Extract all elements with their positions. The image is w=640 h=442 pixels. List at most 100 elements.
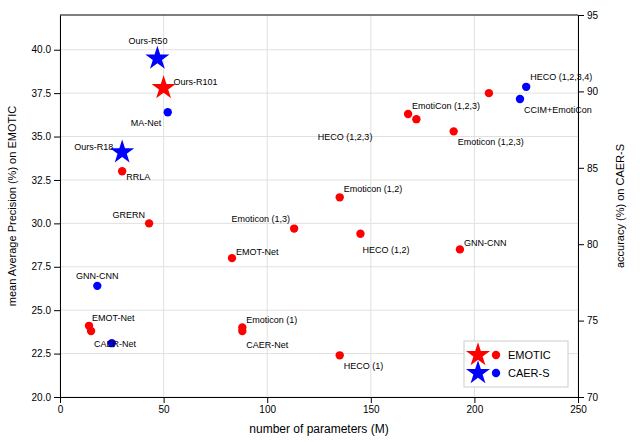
tick-mark — [578, 244, 584, 245]
point-label: GNN-CNN — [464, 238, 507, 248]
tick: 25.0 — [32, 305, 60, 316]
point — [164, 108, 172, 116]
plot-area: 0 50 100 150 200 250 20.0 22.5 25.0 27.5 30.0 32.5 3… — [6, 10, 626, 436]
point-label: EmotiCon (1,2,3) — [412, 101, 480, 111]
plot-frame — [60, 15, 578, 16]
tick-mark — [54, 267, 60, 268]
y-axis: 20.022.525.027.530.032.535.037.540.0 — [32, 16, 61, 403]
point — [356, 230, 364, 238]
point — [145, 46, 169, 69]
grid-line — [60, 310, 578, 311]
point-label: HECO (1,2,3,4) — [530, 72, 592, 82]
point-labels: EMOT-NetCAER-NetRRLAGRERNOurs-R101EMOT-N… — [74, 36, 592, 371]
point-label: Ours-R18 — [74, 142, 113, 152]
tick: 80 — [578, 239, 599, 250]
tick: 32.5 — [32, 175, 60, 186]
tick: 250 — [570, 397, 587, 415]
tick: 40.0 — [32, 44, 60, 55]
tick-mark — [54, 223, 60, 224]
tick: 150 — [363, 397, 380, 415]
grid-line — [60, 266, 578, 267]
tick: 35.0 — [32, 131, 60, 142]
tick-label: 50 — [159, 404, 171, 415]
legend-label: EMOTIC — [508, 349, 551, 361]
y-axis-line — [60, 16, 61, 398]
tick-mark — [578, 91, 584, 92]
tick-label: 80 — [587, 239, 599, 250]
point — [290, 224, 298, 232]
tick: 85 — [578, 163, 599, 174]
point-label: MA-Net — [131, 118, 162, 128]
point-label: CAER-Net — [246, 340, 289, 350]
legend-box — [464, 341, 568, 387]
x-axis-line — [61, 397, 579, 398]
grid-line — [60, 15, 61, 397]
tick-mark — [164, 397, 165, 403]
grid-line — [60, 223, 578, 224]
grid-line — [60, 49, 578, 50]
point-label: Emoticon (1,2,3) — [458, 137, 524, 147]
legend-label: CAER-S — [508, 367, 550, 379]
point — [336, 351, 344, 359]
tick-label: 32.5 — [32, 175, 52, 186]
tick: 75 — [578, 315, 599, 326]
tick: 27.5 — [32, 261, 60, 272]
point — [110, 140, 134, 163]
tick-label: 20.0 — [32, 392, 52, 403]
point-label: HECO (1) — [344, 361, 384, 371]
x-axis: 0 50 100 150 200 250 — [58, 397, 588, 415]
point-label: CCIM+EmotiCon — [524, 105, 592, 115]
tick: 70 — [578, 392, 599, 403]
point-label: Emoticon (1,2) — [344, 184, 403, 194]
point — [522, 83, 530, 91]
tick-label: 90 — [587, 86, 599, 97]
legend-symbol — [492, 369, 500, 377]
point-label: Ours-R101 — [174, 77, 218, 87]
point-label: HECO (1,2) — [362, 245, 409, 255]
y2-axis: 70 75 80 85 90 95 — [578, 10, 599, 403]
legend-symbol — [466, 360, 490, 383]
tick: 22.5 — [32, 348, 60, 359]
tick-mark — [60, 397, 61, 403]
tick-mark — [371, 397, 372, 403]
tick-mark — [578, 168, 584, 169]
point-label: EMOT-Net — [236, 247, 279, 257]
tick-label: 200 — [467, 404, 484, 415]
tick-mark — [54, 180, 60, 181]
tick: 30.0 — [32, 218, 60, 229]
tick: 50 — [159, 397, 171, 415]
tick: 95 — [578, 10, 599, 21]
point — [456, 245, 464, 253]
tick-mark — [54, 137, 60, 138]
tick-label: 250 — [570, 404, 587, 415]
point — [238, 327, 246, 335]
point-label: Emoticon (1) — [246, 315, 297, 325]
point-label: CAER-Net — [94, 339, 137, 349]
point — [485, 89, 493, 97]
tick-label: 150 — [363, 404, 380, 415]
grid-line — [163, 15, 164, 397]
point — [145, 219, 153, 227]
point-label: EMOT-Net — [92, 313, 135, 323]
point — [228, 254, 236, 262]
grid-line — [60, 397, 578, 398]
point — [93, 282, 101, 290]
tick-mark — [54, 93, 60, 94]
point — [516, 95, 524, 103]
point — [336, 193, 344, 201]
x-axis-title: number of parameters (M) — [249, 422, 388, 436]
tick-label: 85 — [587, 163, 599, 174]
tick: 200 — [467, 397, 484, 415]
point — [449, 127, 457, 135]
point-label: GNN-CNN — [76, 271, 119, 281]
tick: 100 — [259, 397, 276, 415]
tick: 0 — [58, 397, 64, 415]
tick-mark — [54, 50, 60, 51]
tick-mark — [578, 397, 584, 398]
legend: EMOTIC CAER-S — [464, 341, 568, 387]
tick-mark — [578, 321, 584, 322]
grid-line — [474, 15, 475, 397]
chart: 0 50 100 150 200 250 20.0 22.5 25.0 27.5 30.0 32.5 3… — [0, 0, 640, 442]
point — [118, 167, 126, 175]
tick-mark — [578, 15, 584, 16]
